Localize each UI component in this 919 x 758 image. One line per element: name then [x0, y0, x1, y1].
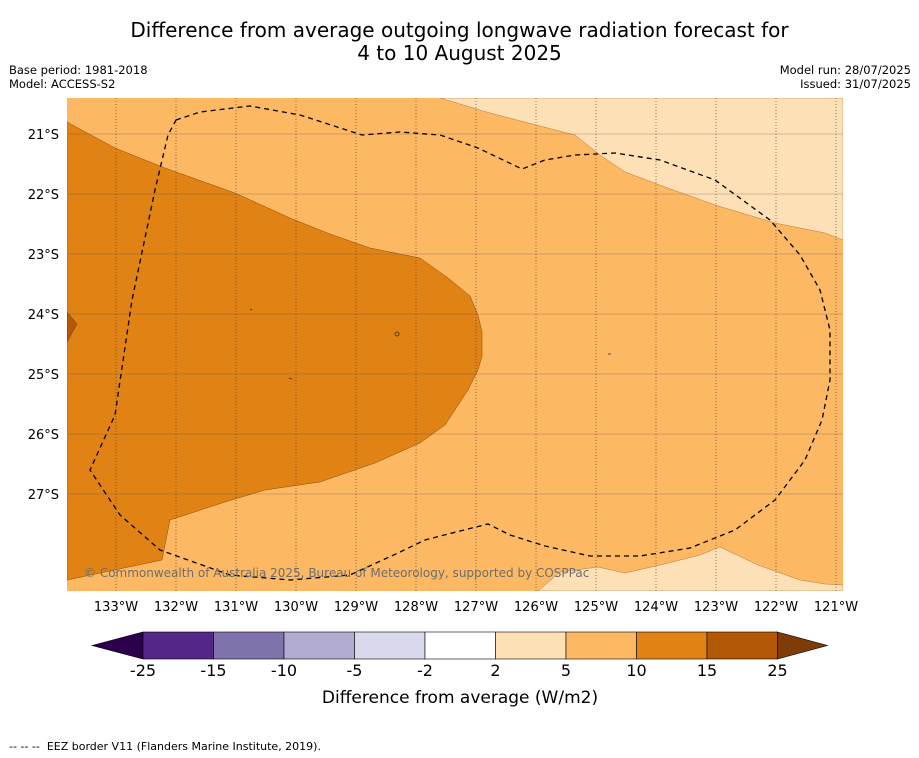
colorbar: -25 -15 -10 -5 -2 2 5 10 15 25: [90, 631, 829, 680]
colorbar-tick-label: 5: [561, 661, 571, 680]
eez-legend-marker: -- -- --: [9, 740, 40, 753]
lat-label: 24°S: [28, 308, 59, 323]
eez-legend-text: EEZ border V11 (Flanders Marine Institut…: [46, 740, 321, 753]
lat-label: 26°S: [28, 428, 59, 443]
colorbar-tick-label: 2: [490, 661, 500, 680]
map-area: © Commonwealth of Australia 2025, Bureau…: [67, 98, 843, 591]
model-name: Model: ACCESS-S2: [9, 77, 116, 91]
lon-label: 130°W: [274, 600, 318, 615]
lon-label: 124°W: [634, 600, 678, 615]
copyright-text: © Commonwealth of Australia 2025, Bureau…: [84, 566, 589, 580]
colorbar-arrow-high: [777, 631, 829, 660]
colorbar-segment: [706, 631, 778, 660]
region-15-25: [67, 311, 78, 343]
lon-label: 133°W: [94, 600, 138, 615]
longitude-gridlines: [115, 98, 837, 591]
colorbar-tick-label: 10: [626, 661, 646, 680]
colorbar-segment: [142, 631, 214, 660]
eez-border: [89, 105, 831, 581]
colorbar-segment: [565, 631, 637, 660]
colorbar-tick-label: -15: [200, 661, 226, 680]
lon-label: 128°W: [394, 600, 438, 615]
map-figure: © Commonwealth of Australia 2025, Bureau…: [28, 98, 858, 708]
tiny-contours: [249, 308, 611, 380]
colorbar-tick-label: -2: [417, 661, 433, 680]
colorbar-label: Difference from average (W/m2): [322, 688, 598, 708]
colorbar-tick-label: -5: [347, 661, 363, 680]
colorbar-segment: [283, 631, 355, 660]
lat-label: 21°S: [28, 128, 59, 143]
eez-legend: -- -- -- EEZ border V11 (Flanders Marine…: [9, 740, 321, 753]
colorbar-tick-label: -25: [130, 661, 156, 680]
lon-label: 132°W: [154, 600, 198, 615]
lat-label: 23°S: [28, 248, 59, 263]
colorbar-tick-label: 15: [697, 661, 717, 680]
region-10-15: [67, 121, 483, 581]
lon-label: 121°W: [814, 600, 858, 615]
issued-date: Issued: 31/07/2025: [800, 77, 911, 91]
map-title: Difference from average outgoing longwav…: [0, 19, 919, 65]
longitude-labels: 133°W 132°W 131°W 130°W 129°W 128°W 127°W 126°W…: [94, 600, 858, 615]
base-period: Base period: 1981-2018: [9, 63, 148, 77]
lon-label: 131°W: [214, 600, 258, 615]
title-line-2: 4 to 10 August 2025: [357, 41, 562, 65]
colorbar-tick-label: -10: [271, 661, 297, 680]
lon-label: 122°W: [754, 600, 798, 615]
colorbar-segment: [354, 631, 426, 660]
lat-label: 25°S: [28, 368, 59, 383]
region-2-5-northeast: [439, 98, 843, 241]
lon-label: 127°W: [454, 600, 498, 615]
latitude-labels: 21°S 22°S 23°S 24°S 25°S 26°S 27°S: [28, 128, 59, 503]
model-run: Model run: 28/07/2025: [779, 63, 911, 77]
lon-label: 126°W: [514, 600, 558, 615]
colorbar-segment: [495, 631, 567, 660]
lat-label: 27°S: [28, 488, 59, 503]
lon-label: 129°W: [334, 600, 378, 615]
colorbar-segment: [213, 631, 285, 660]
colorbar-segment: [424, 631, 496, 660]
colorbar-tick-label: 25: [767, 661, 787, 680]
region-2-5-southeast: [537, 546, 843, 591]
colorbar-arrow-low: [90, 631, 144, 660]
lat-label: 22°S: [28, 188, 59, 203]
lon-label: 125°W: [574, 600, 618, 615]
latitude-gridlines: [67, 133, 843, 495]
meta-left: Base period: 1981-2018 Model: ACCESS-S2: [9, 63, 148, 91]
meta-right: Model run: 28/07/2025 Issued: 31/07/2025: [780, 63, 911, 91]
colorbar-segment: [636, 631, 708, 660]
title-line-1: Difference from average outgoing longwav…: [130, 18, 789, 42]
lon-label: 123°W: [694, 600, 738, 615]
